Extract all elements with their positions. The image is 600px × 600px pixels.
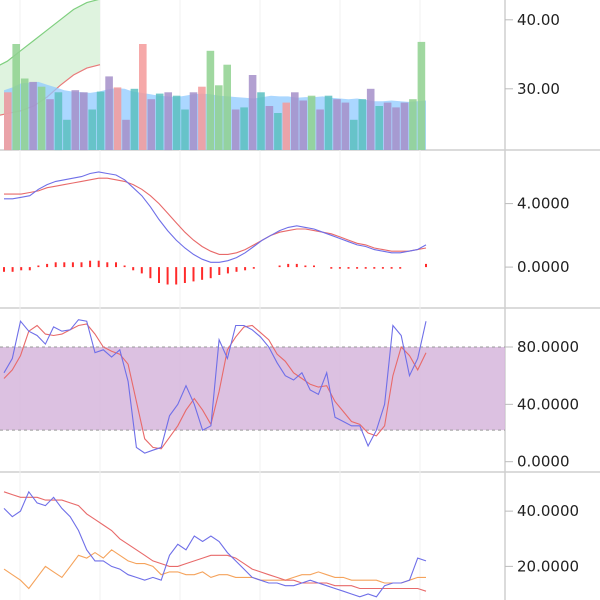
volume-bar [291,92,299,151]
volume-bar [206,50,215,150]
stoch-d-line [3,323,427,450]
volume-bar [189,92,198,151]
volume-bar [350,119,358,150]
volume-bar [307,95,316,150]
y-tick-label: 20.0000 [517,557,579,575]
volume-bar [71,90,80,150]
volume-bar [172,95,181,150]
volume-bar [88,109,96,150]
y-tick-label: 40.00 [517,11,560,29]
volume-bar [257,92,265,151]
volume-bar [215,85,223,150]
volume-bar [155,93,164,150]
volume-bar [113,87,122,150]
band-upper-line [0,0,99,66]
y-tick-label: 40.0000 [517,395,579,413]
volume-bar [181,109,189,150]
y-tick-label: 0.0000 [517,258,570,276]
volume-bar [231,109,240,150]
y-tick-label: 0.0000 [517,453,570,471]
volume-bar [20,78,29,150]
orange-line [3,549,426,590]
overbought-oversold-band [0,346,505,431]
volume-bar [122,119,130,150]
volume-bar [316,109,324,150]
volume-bar [240,107,248,150]
volume-bar [400,102,409,150]
volume-bar [409,99,417,150]
volume-bar [164,92,172,151]
y-tick-label: 4.0000 [517,195,570,213]
volume-bar [375,106,383,150]
y-tick-label: 80.0000 [517,338,579,356]
volume-bar [324,95,333,150]
volume-bar [139,44,147,150]
volume-bar [130,88,139,150]
volume-bar [4,92,12,151]
blue-line [3,490,427,598]
volume-bar [12,44,20,150]
macd-signal-line [4,177,427,255]
volume-bar [147,99,156,150]
stoch-k-line [3,319,427,454]
macd-line [4,171,427,263]
volume-bar [198,86,206,150]
volume-bar [358,99,367,150]
volume-bar [341,102,350,150]
y-tick-label: 40.0000 [517,502,579,520]
volume-bar [366,88,375,150]
volume-bar [105,76,113,150]
red-line [3,491,427,592]
volume-bar [274,113,282,150]
volume-bar [265,106,274,150]
volume-bar [383,102,392,150]
volume-bar [46,99,54,150]
volume-bar [96,91,105,150]
volume-bar [29,81,37,150]
volume-bar [37,86,46,150]
volume-bar [80,92,88,151]
volume-bar [417,41,426,150]
volume-bar [282,102,291,150]
volume-bar [392,107,400,150]
y-tick-label: 30.00 [517,80,560,98]
volume-bar [299,100,307,150]
volume-bar [63,119,71,150]
volume-bar [54,92,63,151]
volume-bar [248,75,257,150]
volume-bar [333,99,341,150]
volume-bar [223,64,231,150]
